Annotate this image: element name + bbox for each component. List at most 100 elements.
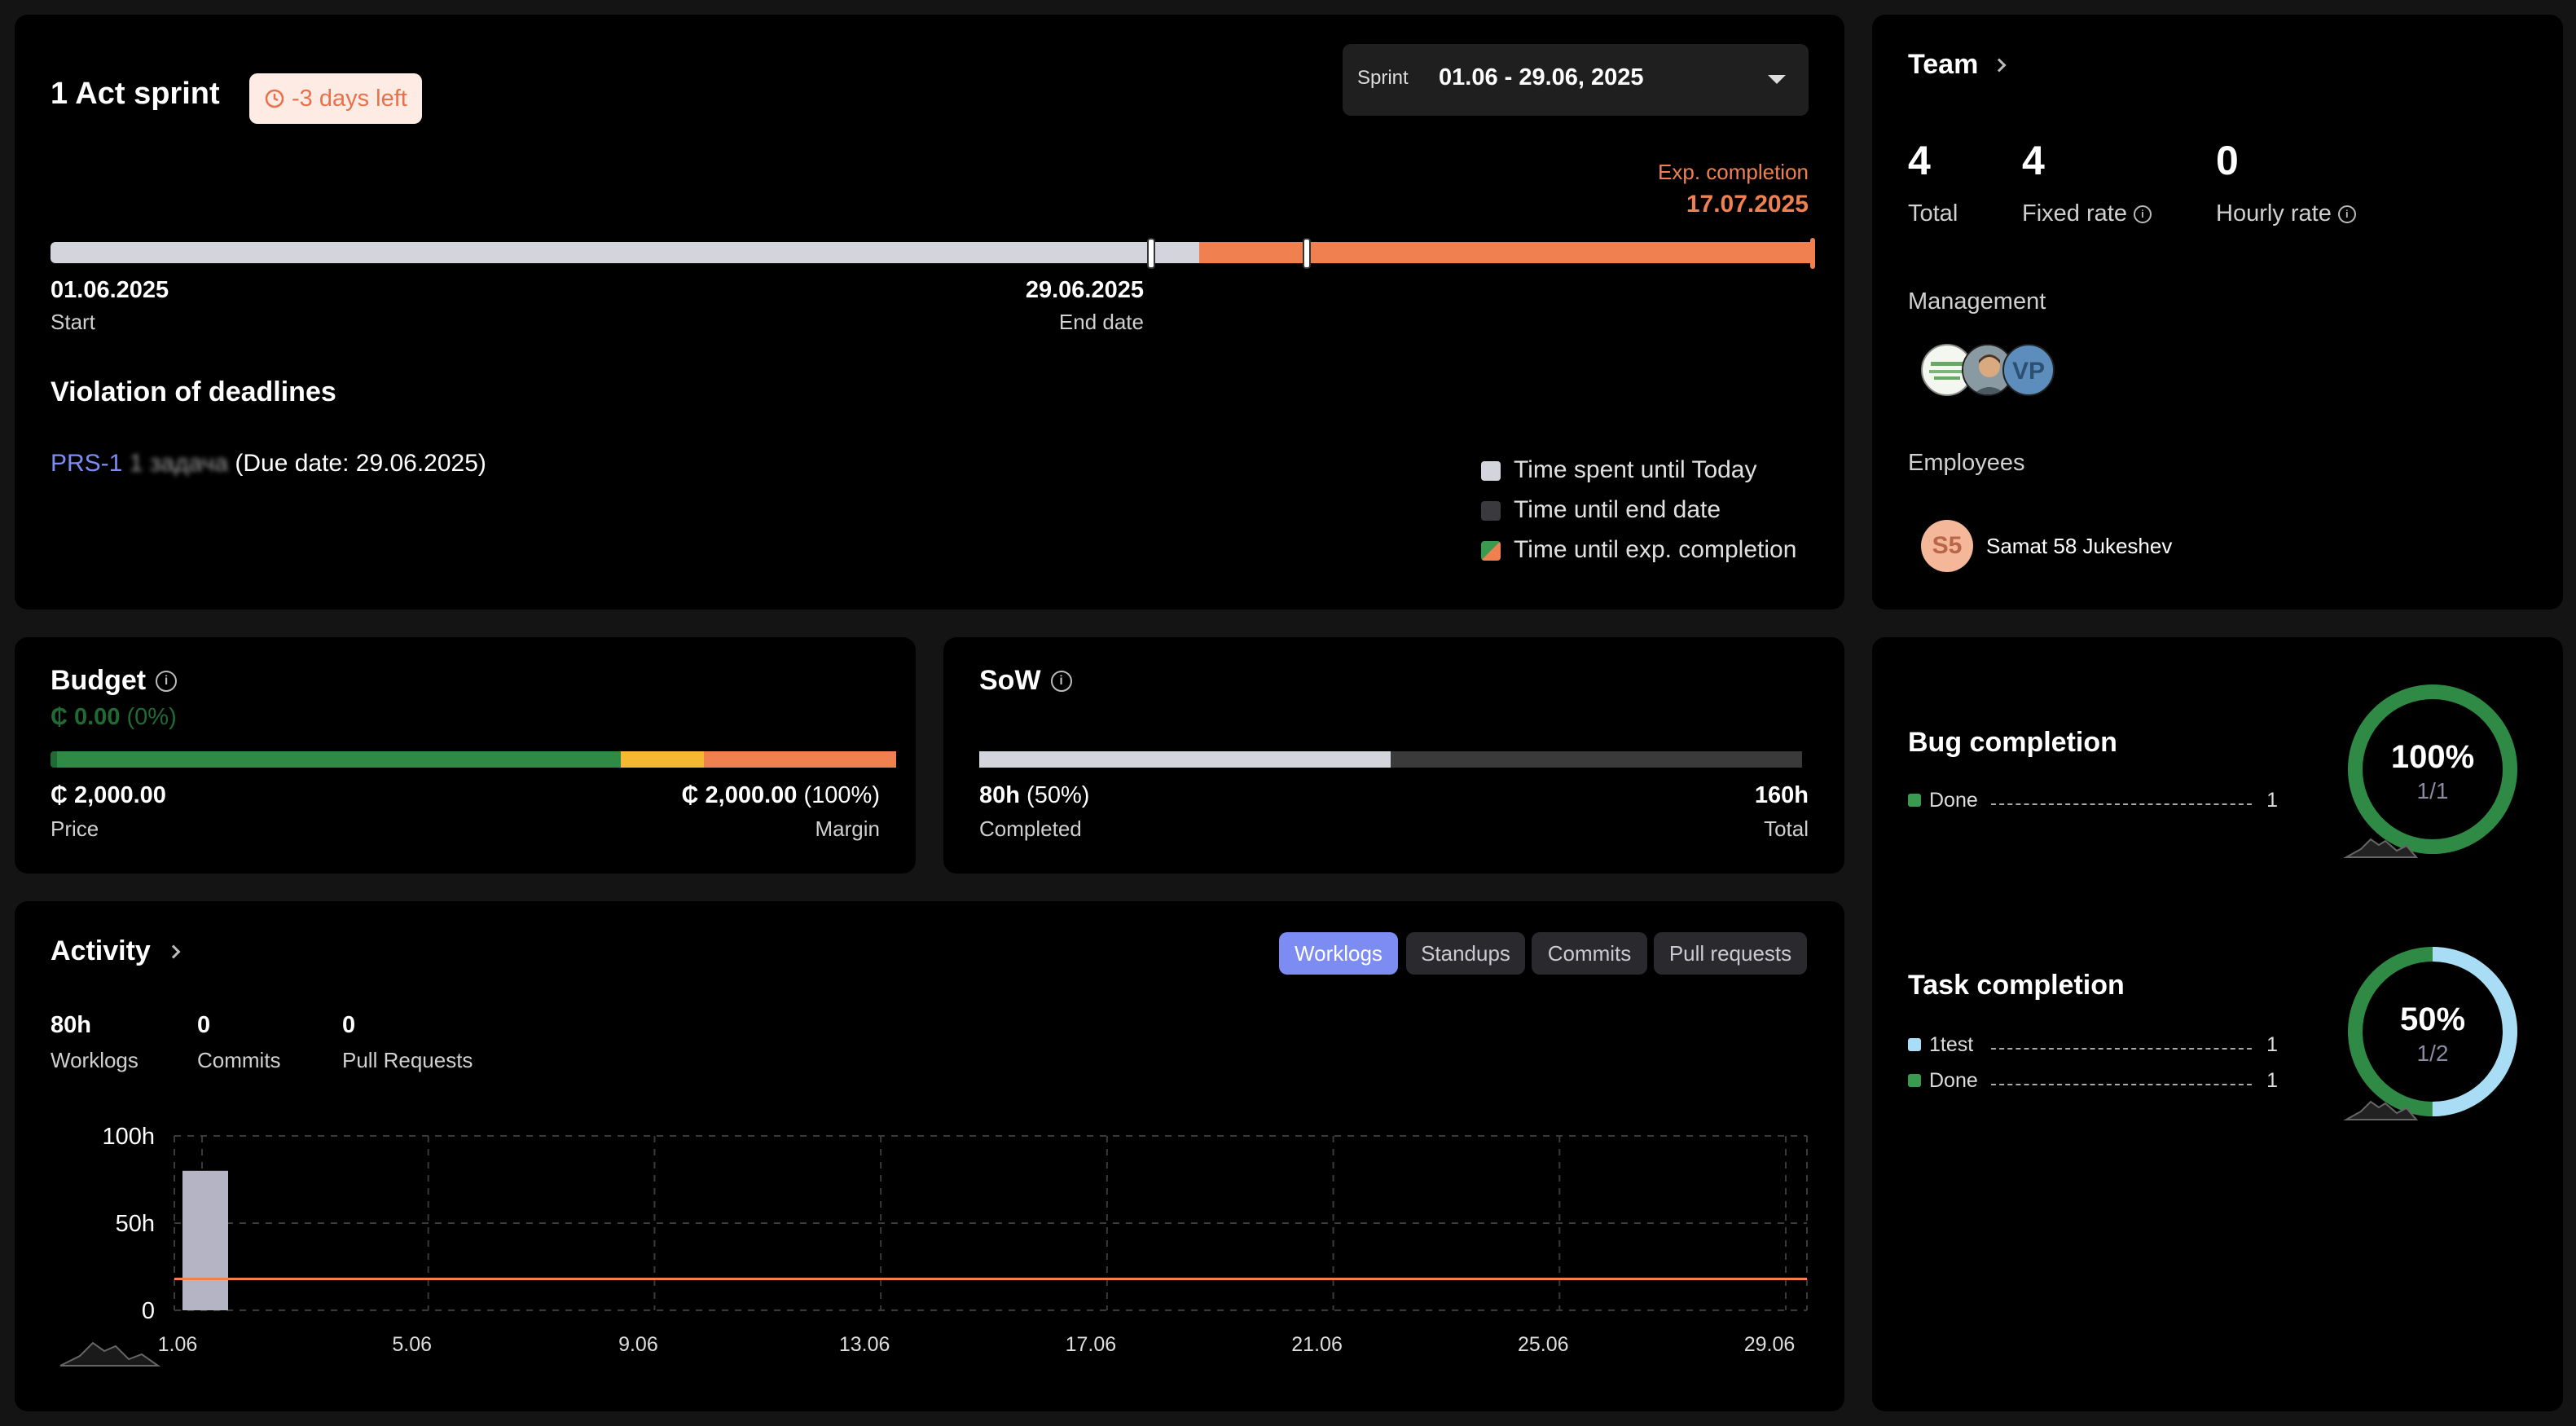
- team-title: Team: [1908, 49, 1979, 80]
- info-icon[interactable]: i: [2133, 205, 2152, 223]
- task-legend-row-2: Done 1: [1908, 1069, 2278, 1094]
- exp-completion-label: Exp. completion: [1658, 160, 1809, 184]
- sprint-timeline: [51, 238, 1830, 269]
- tab-commits[interactable]: Commits: [1532, 932, 1647, 975]
- bug-legend-row: Done 1: [1908, 789, 2278, 813]
- y-tick-label: 100h: [102, 1124, 155, 1150]
- task-legend-label: Done: [1929, 1069, 1978, 1092]
- tab-pull-requests[interactable]: Pull requests: [1654, 932, 1807, 975]
- task-legend-count: 1: [2266, 1033, 2278, 1056]
- violations-title: Violation of deadlines: [51, 376, 336, 407]
- violation-due: (Due date: 29.06.2025): [235, 450, 486, 477]
- info-icon[interactable]: i: [1050, 670, 1072, 692]
- x-tick-label: 25.06: [1518, 1333, 1569, 1356]
- budget-header: Budget i: [51, 665, 178, 697]
- sparkline-icon: [2343, 1100, 2419, 1120]
- legend-overdue-label: Time until exp. completion: [1514, 536, 1797, 563]
- y-tick-label: 50h: [116, 1211, 155, 1237]
- budget-title: Budget: [51, 665, 147, 696]
- tab-worklogs[interactable]: Worklogs: [1279, 932, 1398, 975]
- violation-item[interactable]: PRS-1 1 задача (Due date: 29.06.2025): [51, 450, 486, 478]
- team-panel: Team 4 Total 4 Fixed rate i 0 Hourly rat…: [1872, 15, 2563, 610]
- legend-until-end-label: Time until end date: [1514, 496, 1721, 523]
- x-tick-label: 21.06: [1291, 1333, 1343, 1356]
- activity-panel: Activity Worklogs Standups Commits Pull …: [15, 901, 1844, 1411]
- task-legend-label: 1test: [1929, 1033, 1974, 1056]
- clock-icon: [265, 89, 284, 108]
- prs-value: 0: [342, 1012, 356, 1038]
- x-tick-label: 5.06: [392, 1333, 432, 1356]
- end-date: 29.06.2025: [1025, 277, 1144, 303]
- company-logo-icon: [1929, 362, 1965, 380]
- task-legend-row-1: 1test 1: [1908, 1033, 2278, 1058]
- timeline-overdue: [1199, 242, 1815, 263]
- sow-completed-label: Completed: [979, 816, 1082, 841]
- bug-completion-title: Bug completion: [1908, 727, 2117, 758]
- info-icon[interactable]: i: [156, 670, 178, 692]
- violation-key[interactable]: PRS-1: [51, 450, 123, 477]
- budget-margin-value: ₵ 2,000.00: [681, 782, 798, 808]
- sprint-selector[interactable]: Sprint 01.06 - 29.06, 2025: [1343, 44, 1809, 116]
- bug-pct: 100%: [2391, 739, 2474, 775]
- budget-bar-spent: [51, 751, 57, 768]
- completion-panel: Bug completion Done 1 100% 1/1 Task comp…: [1872, 637, 2563, 1411]
- employee-avatar[interactable]: S5: [1921, 520, 1973, 572]
- legend-swatch: [1908, 1038, 1921, 1051]
- legend-swatch: [1908, 794, 1921, 807]
- legend-spent-swatch: [1481, 461, 1501, 481]
- x-tick-label: 29.06: [1744, 1333, 1796, 1356]
- budget-spent: ₵ 0.00 (0%): [51, 704, 177, 731]
- days-left-badge: -3 days left: [249, 73, 422, 124]
- activity-header[interactable]: Activity: [51, 935, 181, 967]
- worklog-bar[interactable]: [182, 1170, 228, 1310]
- budget-spent-pct: (0%): [126, 704, 177, 730]
- bug-ratio: 1/1: [2417, 778, 2449, 803]
- team-total: 4: [1908, 138, 1931, 183]
- tab-standups[interactable]: Standups: [1406, 932, 1525, 975]
- employees-label: Employees: [1908, 450, 2025, 476]
- management-avatar-vp[interactable]: VP: [2002, 344, 2055, 396]
- info-icon[interactable]: i: [2337, 205, 2356, 223]
- sow-title: SoW: [979, 665, 1041, 696]
- sprint-title: 1 Act sprint: [51, 77, 220, 111]
- activity-title: Activity: [51, 935, 151, 966]
- team-hourly-label: Hourly rate: [2216, 200, 2332, 227]
- sow-completed: 80h (50%): [979, 782, 1089, 809]
- leader-dots: [1991, 1084, 2252, 1085]
- task-donut-chart: 50% 1/2: [2343, 947, 2517, 1120]
- bug-legend-count: 1: [2266, 789, 2278, 812]
- legend-spent-label: Time spent until Today: [1514, 456, 1757, 483]
- budget-margin-label: Margin: [815, 816, 880, 841]
- budget-bar-orange: [704, 751, 896, 768]
- today-marker: [1303, 238, 1311, 269]
- chevron-right-icon: [1992, 58, 2007, 72]
- management-label: Management: [1908, 288, 2046, 315]
- timeline-spent: [51, 242, 1150, 263]
- task-ratio: 1/2: [2417, 1041, 2449, 1066]
- task-legend-count: 1: [2266, 1069, 2278, 1092]
- exp-completion-date: 17.07.2025: [1686, 191, 1809, 218]
- end-label: End date: [1058, 310, 1144, 334]
- sow-total-label: Total: [1764, 816, 1809, 841]
- sprint-selector-label: Sprint: [1357, 67, 1409, 89]
- start-label: Start: [51, 310, 95, 334]
- sow-completed-pct: (50%): [1026, 782, 1090, 808]
- employee-name[interactable]: Samat 58 Jukeshev: [1986, 534, 2173, 558]
- days-left-text: -3 days left: [292, 85, 407, 112]
- task-pct: 50%: [2400, 1001, 2465, 1037]
- sprint-selector-value: 01.06 - 29.06, 2025: [1439, 64, 1644, 90]
- team-hourly-label-wrap: Hourly rate i: [2216, 200, 2356, 227]
- budget-bar-green: [57, 751, 621, 768]
- budget-spent-value: ₵ 0.00: [51, 704, 121, 730]
- x-tick-label: 13.06: [839, 1333, 890, 1356]
- budget-margin-pct: (100%): [803, 782, 881, 808]
- end-date-marker: [1147, 238, 1155, 269]
- chevron-right-icon: [166, 944, 181, 958]
- x-tick-label: 1.06: [158, 1333, 198, 1356]
- commits-label: Commits: [197, 1048, 281, 1072]
- sow-bar: [979, 751, 1802, 768]
- team-fixed: 4: [2022, 138, 2045, 183]
- team-header[interactable]: Team: [1908, 49, 2007, 81]
- x-tick-label: 17.06: [1066, 1333, 1117, 1356]
- sow-total: 160h: [1754, 782, 1809, 808]
